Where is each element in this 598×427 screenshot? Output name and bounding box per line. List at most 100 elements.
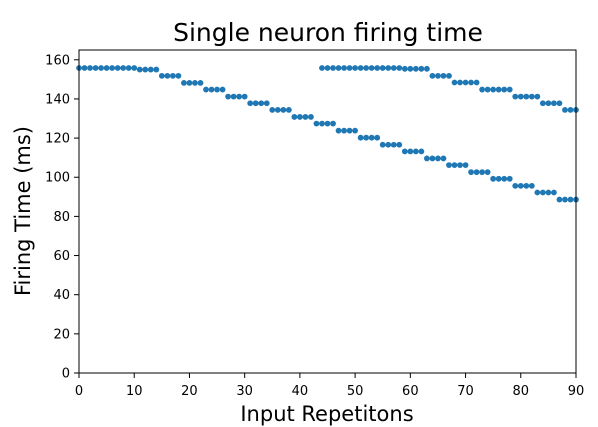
data-point-series-1 [396,141,403,148]
x-tick-label: 0 [75,384,83,399]
data-point-series-1 [462,162,469,169]
data-point-series-1 [506,175,513,182]
data-point-series-1 [435,155,441,162]
chart-title: Single neuron firing time [173,18,483,47]
x-axis-ticks: 0 10 20 30 40 50 60 70 80 90 [75,373,584,399]
data-point-series-2 [424,65,430,72]
data-point-series-2 [418,65,425,72]
data-point-series-1 [192,79,198,86]
data-point-series-2 [379,65,386,71]
data-point-series-1 [125,65,132,71]
data-point-series-2 [539,100,546,107]
data-point-series-1 [357,134,364,141]
data-point-series-1 [142,66,149,73]
data-point-series-2 [567,107,574,113]
data-point-series-2 [324,65,331,71]
data-point-series-1 [490,175,497,182]
data-point-series-1 [451,162,458,169]
data-point-series-1 [219,86,226,93]
data-point-series-1 [534,189,541,196]
data-point-series-1 [567,196,574,203]
x-tick-label: 80 [513,384,530,399]
data-point-series-1 [274,107,281,113]
data-point-series-2 [357,65,364,71]
data-point-series-2 [506,86,513,93]
data-point-series-1 [81,65,88,71]
y-axis-label: Firing Time (ms) [11,126,35,296]
data-point-series-1 [291,114,298,120]
data-point-series-1 [92,65,99,71]
data-point-series-1 [528,182,535,189]
data-point-series-1 [285,107,292,113]
y-tick-label: 60 [53,249,70,264]
data-point-series-1 [296,114,303,120]
data-point-series-1 [412,148,419,155]
data-point-series-1 [153,66,160,73]
data-point-series-2 [556,100,563,107]
data-point-series-1 [203,86,209,93]
data-point-series-2 [385,65,392,71]
data-point-series-2 [468,79,474,86]
data-point-series-2 [346,65,353,71]
data-point-series-1 [484,169,491,176]
data-point-series-2 [368,65,375,71]
data-point-series-1 [230,93,237,100]
data-point-series-1 [407,148,414,155]
data-point-series-1 [401,148,408,155]
data-point-series-1 [374,134,381,141]
data-point-series-1 [263,100,270,107]
data-point-series-1 [136,66,143,73]
data-point-series-1 [164,72,171,79]
x-tick-label: 10 [126,384,143,399]
data-point-series-1 [308,114,314,120]
data-point-series-1 [468,169,474,176]
data-point-series-1 [181,79,187,86]
data-point-series-1 [517,182,524,189]
data-point-series-1 [252,100,259,107]
data-point-series-2 [363,65,370,71]
data-point-series-1 [319,120,325,127]
data-point-series-1 [258,100,265,107]
data-point-series-1 [341,127,347,134]
data-point-series-1 [109,65,116,71]
data-point-series-2 [401,65,408,72]
data-point-series-2 [512,93,519,100]
y-tick-label: 140 [45,92,70,107]
data-point-series-2 [457,79,463,86]
data-point-series-2 [551,100,557,107]
data-point-series-2 [523,93,530,100]
data-point-series-2 [374,65,381,71]
data-point-series-2 [462,79,469,86]
data-point-series-2 [435,72,441,79]
y-tick-label: 0 [62,367,70,382]
data-point-series-1 [247,100,254,107]
data-point-series-1 [158,72,165,79]
x-tick-label: 30 [236,384,253,399]
data-point-series-1 [186,79,193,86]
data-point-series-2 [330,65,336,71]
data-point-series-1 [236,93,243,100]
data-point-series-2 [562,107,568,113]
data-point-series-1 [147,66,154,73]
data-point-series-1 [87,65,93,71]
data-point-series-1 [175,72,182,79]
data-point-series-1 [418,148,425,155]
data-point-series-1 [368,134,375,141]
x-tick-label: 20 [181,384,198,399]
data-point-series-2 [446,72,452,79]
data-point-series-1 [473,169,480,176]
data-point-series-2 [528,93,535,100]
x-tick-label: 60 [402,384,419,399]
y-tick-label: 40 [53,288,70,303]
data-point-series-1 [501,175,508,182]
data-point-series-1 [390,141,397,148]
data-point-series-1 [363,134,370,141]
data-point-series-1 [302,114,309,120]
data-point-series-1 [385,141,392,148]
data-point-series-2 [412,65,419,72]
plot-frame [78,49,577,374]
data-point-series-2 [473,79,480,86]
data-point-series-2 [517,93,524,100]
data-point-series-1 [429,155,436,162]
data-point-series-1 [225,93,232,100]
